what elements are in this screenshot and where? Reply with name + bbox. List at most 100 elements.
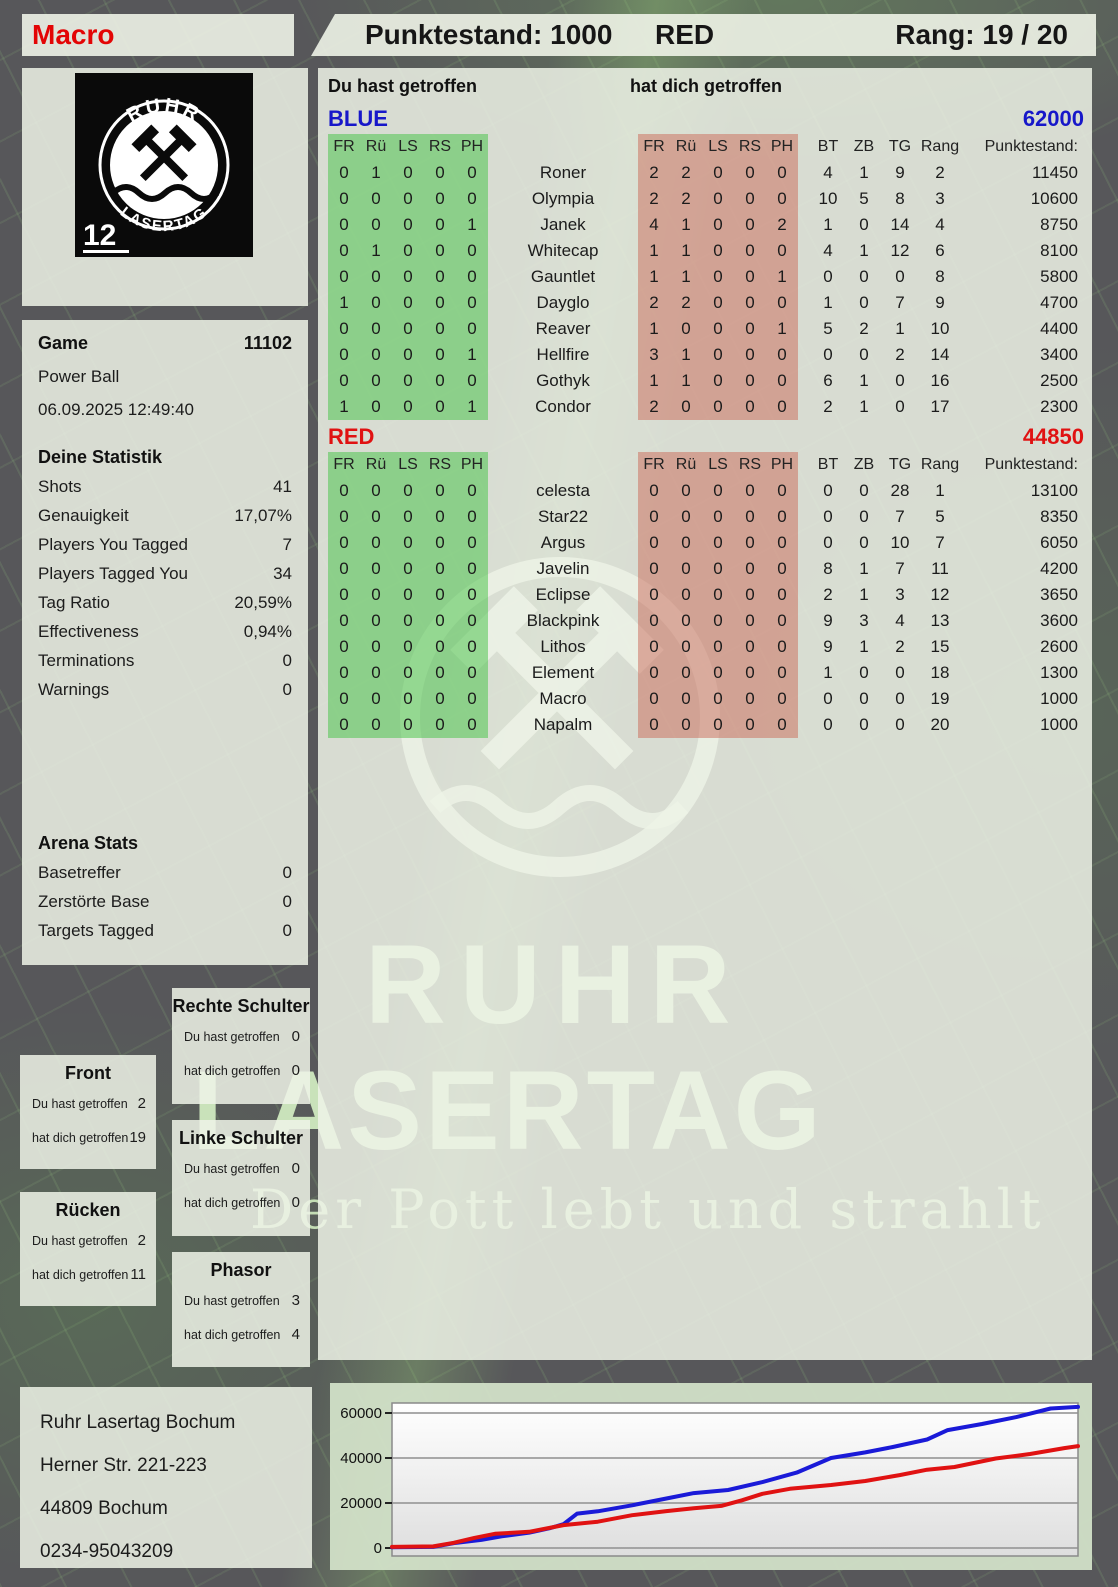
them-hit-cell: 0 — [702, 264, 734, 290]
you-hit-cell: 0 — [360, 660, 392, 686]
you-hit-cell: 0 — [328, 160, 360, 186]
stat-label: Terminations — [38, 651, 135, 670]
you-hit-cell: 0 — [456, 504, 488, 530]
you-hit-cell: 1 — [360, 160, 392, 186]
punktestand-cell: 11450 — [1031, 163, 1078, 182]
you-hit-cell: 0 — [424, 712, 456, 738]
part-title: Rechte Schulter — [172, 996, 310, 1016]
header-rank: Rang: 19 / 20 — [895, 19, 1068, 50]
them-hit-cell: 1 — [638, 264, 670, 290]
you-hit-cell: 0 — [456, 186, 488, 212]
them-hit-cell: 0 — [734, 478, 766, 504]
them-hit-cell: 0 — [670, 582, 702, 608]
punktestand-cell: 8100 — [1040, 241, 1078, 260]
game-number: 11102 — [243, 333, 292, 353]
team-name: BLUE — [328, 106, 388, 131]
them-hit-cell: 0 — [702, 608, 734, 634]
spacer — [798, 712, 810, 738]
zb-cell: 1 — [859, 585, 869, 604]
part-box-rechte-schulter: Rechte Schulter Du hast getroffen 0 hat d… — [172, 988, 310, 1104]
them-hit-cell: 1 — [670, 368, 702, 394]
them-hit-cell: 0 — [766, 394, 798, 420]
them-hit-cell: 0 — [734, 160, 766, 186]
you-hit-cell: 0 — [424, 238, 456, 264]
spacer — [798, 660, 810, 686]
you-hit-label: Du hast getroffen — [184, 1294, 280, 1308]
you-hit-cell: 0 — [424, 582, 456, 608]
col-header: Rang — [920, 456, 960, 473]
stat-row: Shots 41 — [38, 475, 292, 498]
tg-cell: 8 — [895, 189, 905, 208]
col-header: LS — [392, 134, 424, 160]
them-hit-cell: 1 — [670, 238, 702, 264]
game-datetime: 06.09.2025 12:49:40 — [38, 400, 194, 419]
punktestand-cell: 13100 — [1030, 481, 1078, 500]
rang-cell: 10 — [930, 319, 950, 338]
them-hit-cell: 0 — [702, 212, 734, 238]
arena-stat-label: Basetreffer — [38, 863, 121, 882]
rang-cell: 19 — [930, 689, 950, 708]
you-hit-cell: 0 — [424, 186, 456, 212]
them-hit-cell: 0 — [734, 530, 766, 556]
you-hit-cell: 0 — [360, 686, 392, 712]
col-header: ZB — [853, 456, 875, 473]
punktestand-cell: 10600 — [1030, 189, 1078, 208]
them-hit-cell: 0 — [702, 394, 734, 420]
player-name: Roner — [539, 163, 587, 182]
stat-value: 20,59% — [234, 593, 292, 612]
col-header: ZB — [853, 138, 875, 155]
stat-row: Genauigkeit 17,07% — [38, 504, 292, 527]
rang-cell: 7 — [935, 533, 945, 552]
zb-cell: 1 — [859, 241, 869, 260]
them-hit-cell: 2 — [766, 212, 798, 238]
player-name: Eclipse — [535, 585, 591, 604]
stat-value: 34 — [273, 564, 292, 583]
you-hit-cell: 0 — [424, 394, 456, 420]
you-hit-cell: 0 — [392, 212, 424, 238]
arena-stat-value: 0 — [282, 921, 292, 940]
stat-row: Players Tagged You 34 — [38, 562, 292, 585]
zb-cell: 1 — [859, 559, 869, 578]
them-hit-cell: 0 — [702, 712, 734, 738]
y-tick-label: 40000 — [340, 1450, 382, 1467]
rang-cell: 3 — [935, 189, 945, 208]
player-name: Macro — [32, 19, 115, 50]
you-hit-cell: 0 — [456, 290, 488, 316]
part-box-linke-schulter: Linke Schulter Du hast getroffen 0 hat di… — [172, 1120, 310, 1236]
player-name: Lithos — [540, 637, 586, 656]
zb-cell: 1 — [859, 637, 869, 656]
you-hit-cell: 0 — [456, 264, 488, 290]
you-hit-label: Du hast getroffen — [32, 1234, 128, 1248]
you-hit-cell: 0 — [424, 368, 456, 394]
you-hit-cell: 0 — [328, 556, 360, 582]
you-hit-label: Du hast getroffen — [32, 1097, 128, 1111]
you-hit-cell: 0 — [328, 368, 360, 394]
spacer — [798, 238, 810, 264]
them-hit-cell: 0 — [702, 342, 734, 368]
you-hit-cell: 0 — [456, 316, 488, 342]
col-header: TG — [888, 138, 912, 155]
col-header: Rü — [360, 134, 392, 160]
spacer — [798, 394, 810, 420]
them-hit-cell: 0 — [766, 634, 798, 660]
arena-stat-label: Targets Tagged — [38, 921, 154, 940]
them-hit-cell: 0 — [670, 660, 702, 686]
rang-cell: 16 — [930, 371, 950, 390]
bt-cell: 2 — [823, 397, 833, 416]
name-column-spacer — [488, 452, 638, 478]
you-hit-cell: 0 — [392, 712, 424, 738]
col-header: FR — [328, 134, 360, 160]
you-hit-cell: 0 — [328, 478, 360, 504]
you-hit-cell: 0 — [424, 660, 456, 686]
you-hit-cell: 0 — [360, 290, 392, 316]
them-hit-cell: 0 — [702, 368, 734, 394]
spacer — [798, 134, 810, 160]
col-header: FR — [328, 452, 360, 478]
stat-row: Tag Ratio 20,59% — [38, 591, 292, 614]
you-hit-cell: 0 — [424, 478, 456, 504]
tg-cell: 14 — [890, 215, 910, 234]
player-row: 0 0 0 0 0 Gothyk 1 1 0 0 0 6 1 0 16 2500 — [318, 368, 1092, 394]
player-name: Blackpink — [526, 611, 600, 630]
zb-cell: 0 — [859, 689, 869, 708]
part-value: 2 — [137, 1095, 146, 1112]
